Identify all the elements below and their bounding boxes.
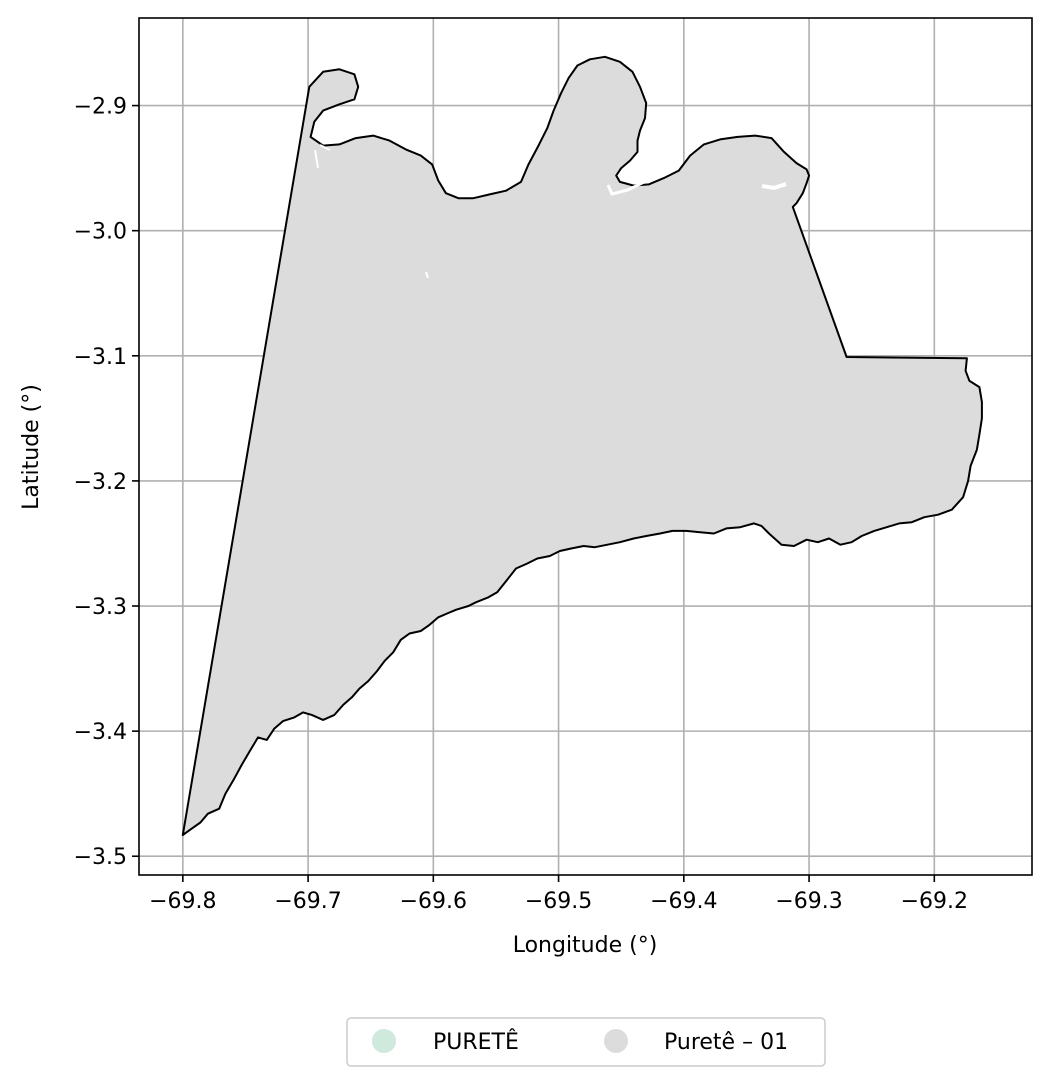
y-tick-label: −3.5 xyxy=(74,845,127,870)
y-tick-label: −3.2 xyxy=(74,470,127,495)
legend-marker-purete xyxy=(372,1029,396,1053)
y-tick-label: −3.0 xyxy=(74,220,127,245)
region-purete-01 xyxy=(181,55,983,836)
white-gaps xyxy=(314,144,787,279)
legend-label-purete-01: Puretê – 01 xyxy=(664,1030,788,1055)
x-axis: −69.8 −69.7 −69.6 −69.5 −69.4 −69.3 −69.2 xyxy=(149,875,968,914)
white-gap-mark xyxy=(314,144,331,169)
y-axis-label: Latitude (°) xyxy=(19,384,44,510)
x-tick-label: −69.8 xyxy=(149,889,216,914)
x-tick-label: −69.2 xyxy=(901,889,968,914)
x-tick-label: −69.3 xyxy=(775,889,842,914)
plot-frame xyxy=(138,17,1033,876)
x-tick-label: −69.7 xyxy=(274,889,341,914)
legend-frame xyxy=(346,1017,826,1067)
x-tick-label: −69.6 xyxy=(400,889,467,914)
y-tick-label: −3.3 xyxy=(74,595,127,620)
x-tick-label: −69.4 xyxy=(650,889,717,914)
legend: PURETÊ Puretê – 01 xyxy=(346,1017,826,1067)
white-gap-mark xyxy=(606,170,663,196)
x-tick-label: −69.5 xyxy=(525,889,592,914)
y-axis: −2.9 −3.0 −3.1 −3.2 −3.3 −3.4 −3.5 xyxy=(74,95,139,870)
white-gap-mark xyxy=(761,182,787,191)
white-gap-mark xyxy=(425,271,429,279)
y-tick-label: −3.1 xyxy=(74,345,127,370)
x-axis-label: Longitude (°) xyxy=(513,933,658,958)
y-tick-label: −2.9 xyxy=(74,95,127,120)
legend-marker-purete-01 xyxy=(604,1029,628,1053)
y-tick-label: −3.4 xyxy=(74,720,127,745)
legend-label-purete: PURETÊ xyxy=(433,1029,519,1055)
